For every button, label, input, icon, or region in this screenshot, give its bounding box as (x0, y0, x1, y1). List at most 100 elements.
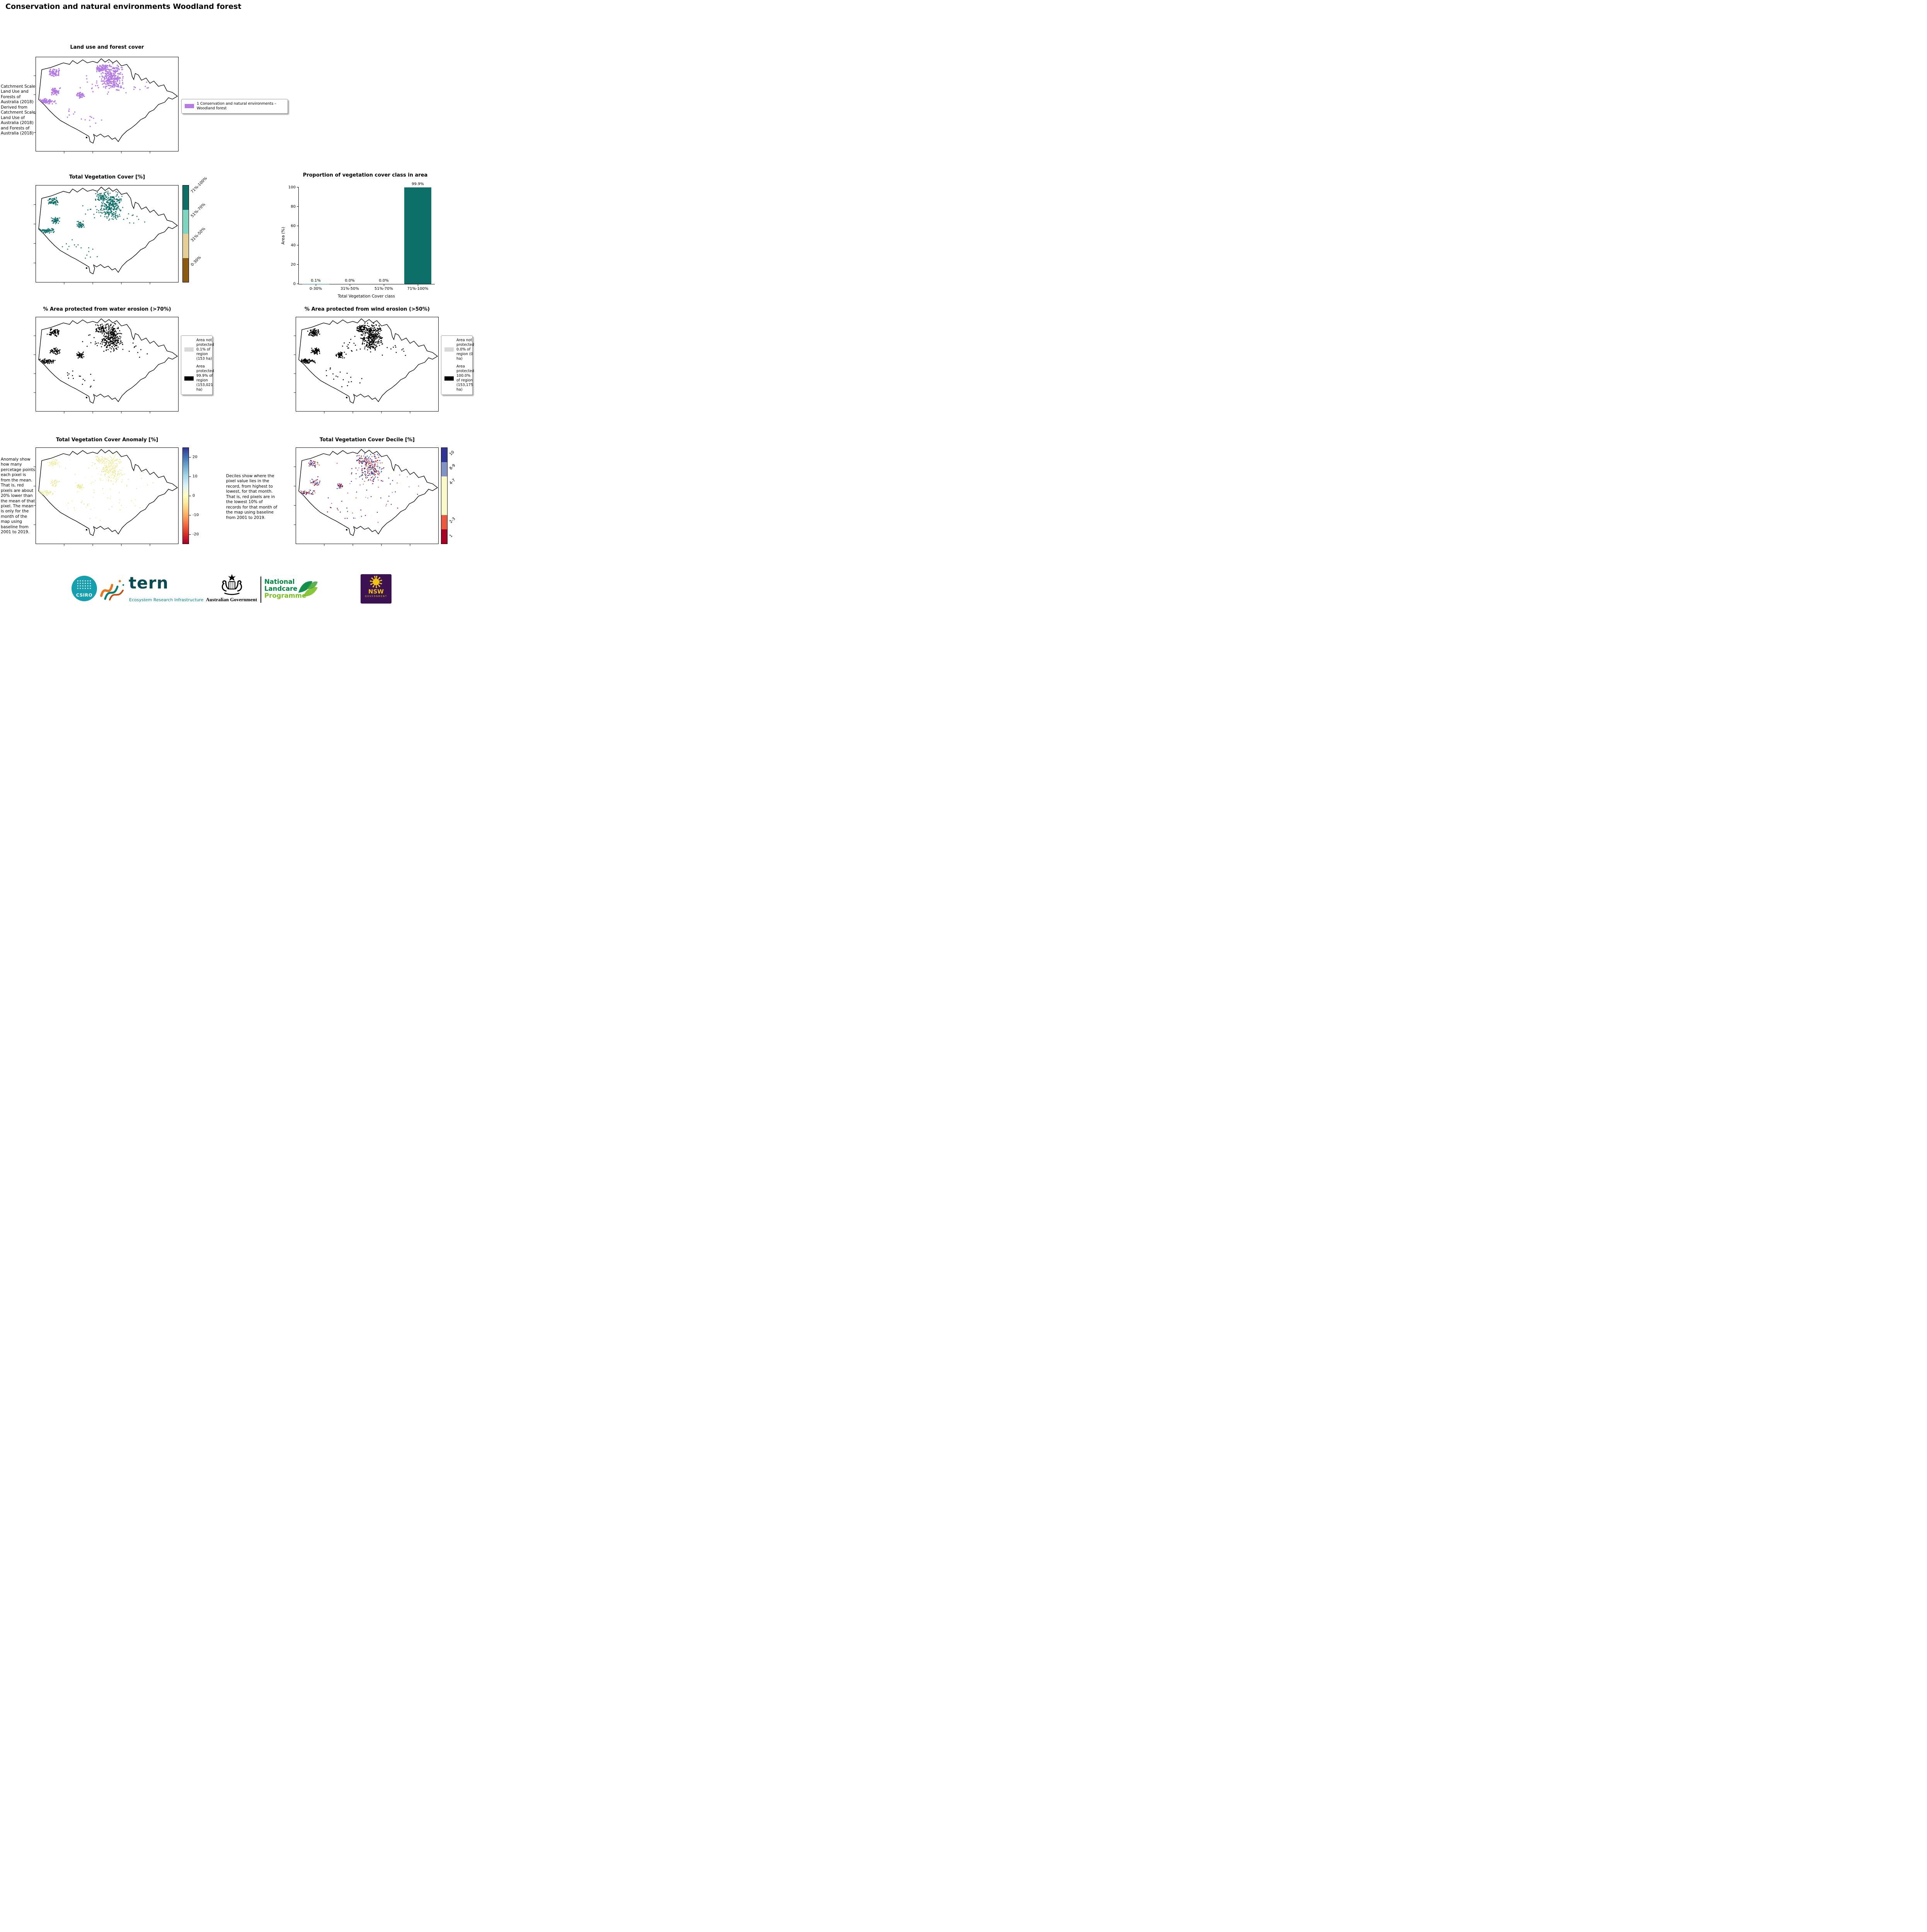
csiro-logo-text: CSIRO (76, 592, 93, 598)
anomaly-map (34, 447, 179, 546)
water-protected-label: Area protected 99.9% of region (153,021 … (196, 364, 214, 392)
nsw-logo-text: NSW (368, 588, 384, 595)
bar-chart-xlabel: Total Vegetation Cover class (338, 294, 395, 299)
islet-dot (86, 267, 87, 269)
colorbar-tick-label: 51%-70% (190, 202, 206, 219)
colorbar-tick-label: 4-7 (449, 478, 456, 486)
legend-entry: Area not protected 0.1% of region (153 h… (184, 338, 214, 361)
wind-legend: Area not protected 0.0% of region (0 ha)… (441, 335, 474, 395)
legend-entry: Area protected 99.9% of region (153,021 … (184, 364, 214, 392)
colorbar-tick-label: 0-30% (190, 255, 202, 267)
y-tick-mark (297, 206, 299, 207)
map-axis-ticks (34, 75, 150, 153)
colorbar-segment (441, 448, 447, 463)
islet-dot (86, 529, 87, 531)
wind-map (294, 317, 439, 413)
map-speckles (39, 61, 149, 127)
map-axis-ticks (34, 204, 150, 285)
map-speckles (39, 190, 145, 259)
anomaly-panel-title: Total Vegetation Cover Anomaly [%] (56, 437, 158, 443)
water-protected-swatch (184, 376, 194, 381)
australian-coat-of-arms-icon (221, 574, 242, 595)
landcare-logo-text: National Landcare Programme (264, 578, 306, 599)
water-map (34, 317, 179, 413)
landuse-legend: 1 Conservation and natural environments … (181, 99, 288, 114)
decile-colorbar-bar (441, 447, 448, 544)
bar-value-label: 0.1% (311, 278, 321, 283)
water-legend: Area not protected 0.1% of region (153 h… (181, 335, 214, 395)
y-tick-label: 100 (288, 185, 296, 190)
landcare-line-landcare: Landcare (264, 585, 298, 592)
colorbar-segment (441, 462, 447, 477)
map-axis-ticks (294, 466, 410, 546)
colorbar-segment (183, 209, 189, 234)
csiro-logo: CSIRO (71, 576, 97, 601)
tvc-panel-title: Total Vegetation Cover [%] (69, 174, 145, 180)
x-tick-label: 51%-70% (374, 287, 393, 291)
water-notprotected-label: Area not protected 0.1% of region (153 h… (196, 338, 214, 361)
indigenous-art-icon (100, 580, 124, 600)
bar-chart-title: Proportion of vegetation cover class in … (303, 172, 428, 178)
csiro-dots-icon (77, 580, 92, 590)
colorbar-segment (441, 476, 447, 515)
colorbar-segment (441, 529, 447, 544)
wind-panel-title: % Area protected from wind erosion (>50%… (305, 306, 430, 312)
colorbar-segment (183, 258, 189, 282)
landcare-line-national: National (264, 578, 295, 585)
y-tick-label: 80 (291, 204, 296, 209)
anomaly-caption: Anomaly show how many percetage points e… (1, 457, 35, 535)
bar (404, 187, 431, 284)
landuse-map (34, 57, 179, 153)
y-tick-mark (297, 264, 299, 265)
colorbar-tick-label: 8-9 (449, 463, 456, 471)
australian-government-text: Australian Government (206, 597, 257, 602)
nsw-government-subtext: GOVERNMENT (365, 595, 387, 598)
y-tick-label: 40 (291, 243, 296, 248)
legend-entry: Area not protected 0.0% of region (0 ha) (444, 338, 474, 361)
map-axis-ticks (34, 335, 150, 413)
decile-colorbar: 10 8-9 4-7 2-3 1 (441, 447, 478, 544)
landuse-panel-title: Land use and forest cover (70, 44, 144, 50)
map-axis-ticks (294, 335, 410, 413)
colorbar-segment (441, 515, 447, 529)
colorbar-segment (183, 234, 189, 258)
islet-dot (86, 396, 87, 398)
landuse-legend-label: 1 Conservation and natural environments … (197, 102, 276, 111)
anomaly-colorbar-bar (182, 447, 189, 544)
decile-caption: Deciles show where the pixel value lies … (226, 474, 277, 520)
colorbar-tick-label: 31%-50% (190, 226, 206, 243)
colorbar-tick-label: 71%-100% (190, 176, 208, 194)
landcare-leaves-icon (298, 581, 318, 597)
landuse-caption: Catchment Scale Land Use and Forests of … (1, 84, 36, 136)
colorbar-tick-label: 2-3 (449, 517, 456, 524)
wind-protected-swatch (444, 376, 454, 381)
anomaly-colorbar: 20 10 0 -10 -20 (182, 447, 219, 544)
report-page: Conservation and natural environments Wo… (0, 0, 482, 617)
wind-notprotected-label: Area not protected 0.0% of region (0 ha) (456, 338, 474, 361)
water-panel-title: % Area protected from water erosion (>70… (43, 306, 171, 312)
legend-entry: Area protected 100.0% of region (153,175… (444, 364, 474, 392)
tvc-colorbar: 71%-100% 51%-70% 31%-50% 0-30% (182, 176, 219, 282)
waratah-icon (370, 576, 382, 588)
page-title: Conservation and natural environments Wo… (5, 2, 242, 11)
map-speckles (39, 453, 154, 521)
landcare-line-programme: Programme (264, 592, 306, 599)
y-tick-label: 20 (291, 262, 296, 267)
colorbar-tick-label: 10 (449, 450, 455, 457)
bar-value-label: 99.9% (412, 182, 424, 187)
bar-value-label: 0.0% (345, 279, 355, 283)
water-notprotected-swatch (184, 347, 194, 352)
logo-divider (260, 577, 261, 603)
colorbar-segment (183, 185, 189, 210)
islet-dot (346, 396, 347, 398)
islet-dot (86, 136, 87, 138)
tvc-map (34, 185, 179, 285)
map-speckles (39, 323, 148, 388)
nsw-government-logo: NSW GOVERNMENT (361, 574, 392, 604)
colorbar-tick-label: 1 (449, 534, 454, 539)
decile-map (294, 447, 439, 546)
wind-notprotected-swatch (444, 347, 454, 352)
tvc-colorbar-bar (182, 185, 189, 282)
map-speckles (299, 323, 406, 388)
legend-entry: 1 Conservation and natural environments … (185, 102, 284, 111)
